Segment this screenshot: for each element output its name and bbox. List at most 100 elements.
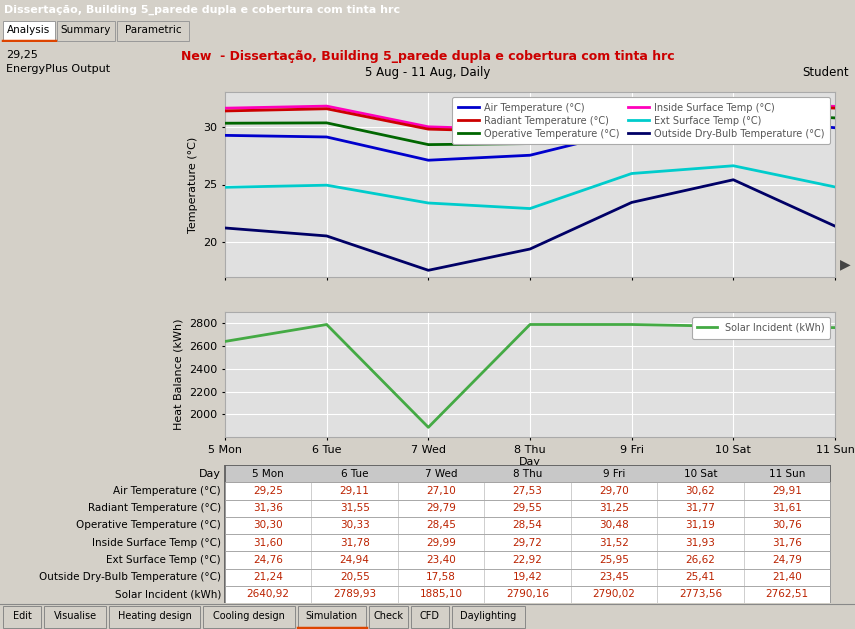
- Text: 2789,93: 2789,93: [333, 589, 376, 599]
- Text: Daylighting: Daylighting: [460, 611, 516, 621]
- Text: 29,25: 29,25: [253, 486, 283, 496]
- Text: ▶: ▶: [840, 257, 851, 272]
- Text: 21,24: 21,24: [253, 572, 283, 582]
- Bar: [225, 482, 830, 499]
- Bar: [298, 606, 366, 628]
- Text: 29,72: 29,72: [512, 538, 542, 548]
- Text: 30,33: 30,33: [339, 520, 369, 530]
- Text: Air Temperature (°C): Air Temperature (°C): [114, 486, 221, 496]
- Bar: [117, 21, 189, 41]
- Text: 31,52: 31,52: [599, 538, 629, 548]
- Text: 21,40: 21,40: [772, 572, 802, 582]
- Text: Student: Student: [802, 66, 849, 79]
- Text: Inside Surface Temp (°C): Inside Surface Temp (°C): [92, 538, 221, 548]
- Text: 7 Wed: 7 Wed: [425, 469, 457, 479]
- X-axis label: Day: Day: [519, 457, 541, 467]
- Text: 25,41: 25,41: [686, 572, 716, 582]
- Text: 29,70: 29,70: [599, 486, 628, 496]
- Text: 29,55: 29,55: [512, 503, 542, 513]
- Bar: [225, 569, 830, 586]
- Text: 30,62: 30,62: [686, 486, 716, 496]
- Y-axis label: Heat Balance (kWh): Heat Balance (kWh): [174, 319, 184, 430]
- Text: EnergyPlus Output: EnergyPlus Output: [6, 64, 110, 74]
- Text: Analysis: Analysis: [8, 25, 50, 35]
- Text: 2790,16: 2790,16: [506, 589, 549, 599]
- Text: 31,61: 31,61: [772, 503, 802, 513]
- Bar: [44, 606, 106, 628]
- Text: 31,36: 31,36: [253, 503, 283, 513]
- Text: 29,91: 29,91: [772, 486, 802, 496]
- Text: 29,99: 29,99: [426, 538, 456, 548]
- Text: Solar Incident (kWh): Solar Incident (kWh): [115, 589, 221, 599]
- Text: 25,95: 25,95: [599, 555, 629, 565]
- Text: 1885,10: 1885,10: [420, 589, 463, 599]
- Text: Day: Day: [199, 469, 221, 479]
- Text: 31,77: 31,77: [686, 503, 716, 513]
- Text: 31,78: 31,78: [339, 538, 369, 548]
- Text: 9 Fri: 9 Fri: [603, 469, 625, 479]
- Text: 29,25: 29,25: [6, 50, 38, 60]
- Bar: [369, 606, 408, 628]
- Bar: [203, 606, 295, 628]
- Text: 24,76: 24,76: [253, 555, 283, 565]
- Text: 29,79: 29,79: [426, 503, 456, 513]
- Bar: [410, 606, 449, 628]
- Y-axis label: Temperature (°C): Temperature (°C): [188, 136, 198, 233]
- Bar: [225, 586, 830, 603]
- Bar: [109, 606, 200, 628]
- Text: Ext Surface Temp (°C): Ext Surface Temp (°C): [106, 555, 221, 565]
- Text: 24,94: 24,94: [339, 555, 369, 565]
- Text: 5 Aug - 11 Aug, Daily: 5 Aug - 11 Aug, Daily: [365, 66, 490, 79]
- Text: 31,19: 31,19: [686, 520, 716, 530]
- Text: Heating design: Heating design: [118, 611, 192, 621]
- Text: 29,11: 29,11: [339, 486, 369, 496]
- Text: 31,60: 31,60: [253, 538, 283, 548]
- Text: Visualise: Visualise: [54, 611, 97, 621]
- Text: 27,53: 27,53: [512, 486, 542, 496]
- Text: 28,45: 28,45: [426, 520, 456, 530]
- Bar: [225, 551, 830, 569]
- Text: 26,62: 26,62: [686, 555, 716, 565]
- Text: 28,54: 28,54: [512, 520, 542, 530]
- Text: 5 Mon: 5 Mon: [252, 469, 284, 479]
- Text: 10 Sat: 10 Sat: [684, 469, 717, 479]
- Text: Parametric: Parametric: [125, 25, 181, 35]
- Text: 20,55: 20,55: [339, 572, 369, 582]
- Text: 17,58: 17,58: [426, 572, 456, 582]
- Text: 30,48: 30,48: [599, 520, 628, 530]
- Text: Simulation: Simulation: [305, 611, 357, 621]
- Legend: Air Temperature (°C), Radiant Temperature (°C), Operative Temperature (°C), Insi: Air Temperature (°C), Radiant Temperatur…: [452, 97, 830, 145]
- Text: 30,76: 30,76: [772, 520, 802, 530]
- Bar: [225, 465, 830, 482]
- Text: 23,40: 23,40: [426, 555, 456, 565]
- Text: 23,45: 23,45: [599, 572, 629, 582]
- Text: Cooling design: Cooling design: [213, 611, 285, 621]
- Text: 22,92: 22,92: [512, 555, 542, 565]
- Text: Outside Dry-Bulb Temperature (°C): Outside Dry-Bulb Temperature (°C): [39, 572, 221, 582]
- Text: 31,76: 31,76: [772, 538, 802, 548]
- Text: 2640,92: 2640,92: [247, 589, 290, 599]
- Bar: [3, 21, 55, 41]
- Text: 2790,02: 2790,02: [593, 589, 635, 599]
- Bar: [57, 21, 115, 41]
- Bar: [451, 606, 526, 628]
- Text: 24,79: 24,79: [772, 555, 802, 565]
- Text: Summary: Summary: [61, 25, 111, 35]
- Text: 30,30: 30,30: [253, 520, 283, 530]
- Bar: [225, 534, 830, 551]
- Text: 6 Tue: 6 Tue: [341, 469, 369, 479]
- Bar: [225, 499, 830, 517]
- Text: 8 Thu: 8 Thu: [513, 469, 542, 479]
- Bar: [225, 465, 830, 603]
- Text: 31,55: 31,55: [339, 503, 369, 513]
- Text: Check: Check: [373, 611, 403, 621]
- Text: 2773,56: 2773,56: [679, 589, 722, 599]
- Text: 31,25: 31,25: [599, 503, 629, 513]
- Text: 27,10: 27,10: [426, 486, 456, 496]
- Text: 19,42: 19,42: [512, 572, 542, 582]
- Text: Edit: Edit: [13, 611, 32, 621]
- Text: 31,93: 31,93: [686, 538, 716, 548]
- Bar: [225, 517, 830, 534]
- Text: Operative Temperature (°C): Operative Temperature (°C): [76, 520, 221, 530]
- Bar: [3, 606, 41, 628]
